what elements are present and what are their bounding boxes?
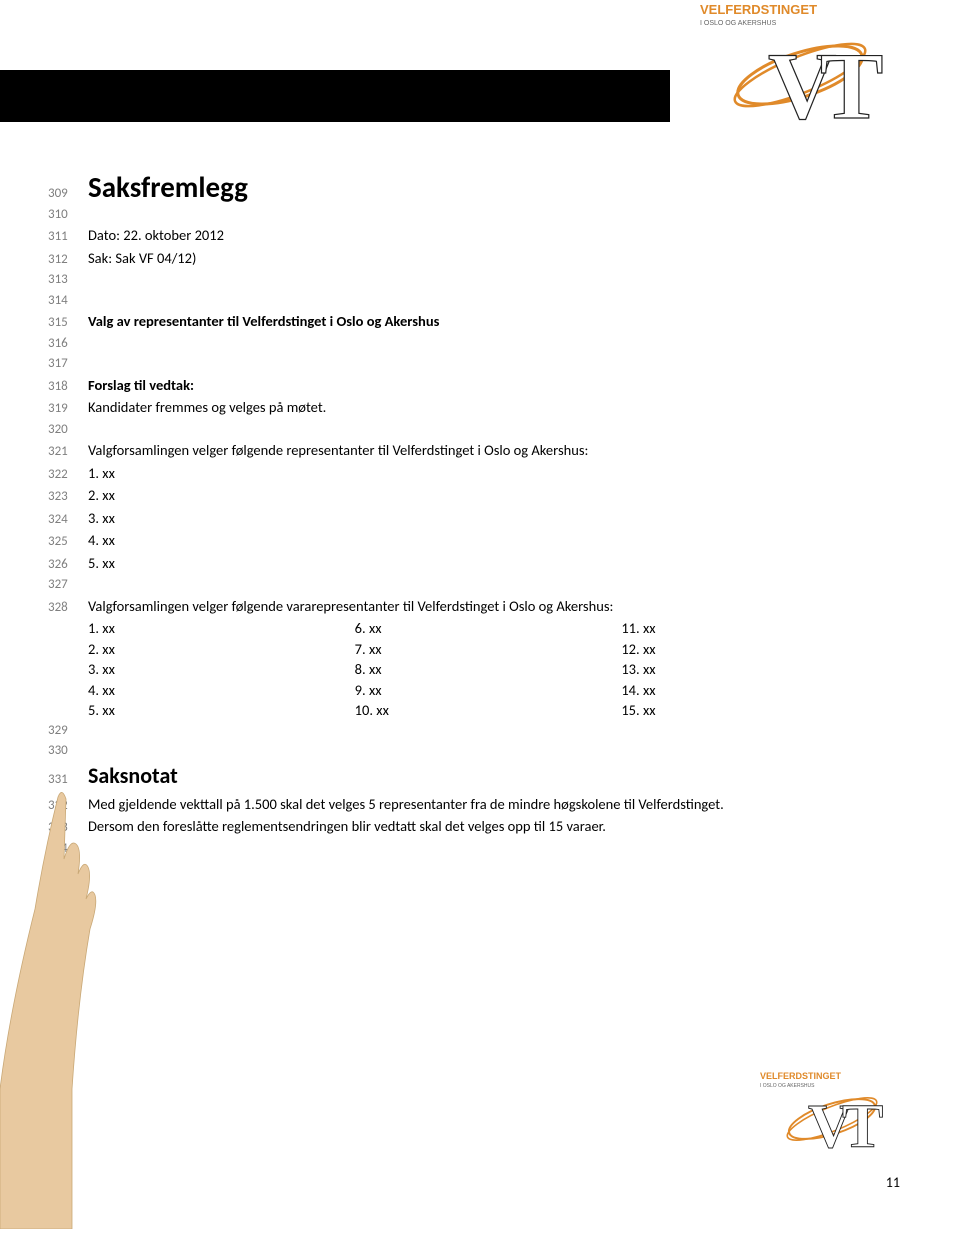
line-number: 324 xyxy=(48,510,88,531)
line-number: 323 xyxy=(48,487,88,508)
body-text: Valgforsamlingen velger følgende represe… xyxy=(88,440,888,461)
body-text: Dersom den foreslåtte reglementsendringe… xyxy=(88,816,888,837)
list-item: 11. xx xyxy=(621,618,888,639)
line-number: 313 xyxy=(48,270,88,291)
svg-text:I OSLO OG AKERSHUS: I OSLO OG AKERSHUS xyxy=(760,1083,815,1089)
brand-logo-bottom: VELFERDSTINGET I OSLO OG AKERSHUS V T xyxy=(760,1069,900,1159)
list-item: 14. xx xyxy=(621,680,888,701)
document-title: Saksfremlegg xyxy=(88,170,888,204)
list-item: 1. xx xyxy=(88,618,355,639)
line-number: 322 xyxy=(48,465,88,486)
line-number: 316 xyxy=(48,334,88,355)
line-number: 314 xyxy=(48,291,88,312)
list-item: 10. xx xyxy=(355,700,622,721)
list-item: 5. xx xyxy=(88,700,355,721)
list-item: 12. xx xyxy=(621,639,888,660)
body-text: Med gjeldende vekttall på 1.500 skal det… xyxy=(88,794,888,815)
list-item: 7. xx xyxy=(355,639,622,660)
line-number: 318 xyxy=(48,377,88,398)
brand-logo-top: VELFERDSTINGET I OSLO OG AKERSHUS V T xyxy=(700,0,900,140)
list-item: 8. xx xyxy=(355,659,622,680)
line-number: 310 xyxy=(48,205,88,226)
line-number: 325 xyxy=(48,532,88,553)
list-item: 15. xx xyxy=(621,700,888,721)
line-number: 320 xyxy=(48,420,88,441)
header-black-bar xyxy=(0,70,670,122)
list-item: 2. xx xyxy=(88,485,888,506)
line-number: 321 xyxy=(48,442,88,463)
line-number: 319 xyxy=(48,399,88,420)
saksnotat-heading: Saksnotat xyxy=(88,762,888,790)
line-number: 309 xyxy=(48,174,88,205)
line-number: 328 xyxy=(48,598,88,619)
list-item: 5. xx xyxy=(88,553,888,574)
line-number: 312 xyxy=(48,250,88,271)
page-number: 11 xyxy=(886,1174,900,1191)
line-number: 315 xyxy=(48,313,88,334)
body-text: Dato: 22. oktober 2012 xyxy=(88,225,888,246)
list-item: 4. xx xyxy=(88,680,355,701)
list-item: 3. xx xyxy=(88,659,355,680)
body-text: Sak: Sak VF 04/12) xyxy=(88,248,888,269)
line-number: 327 xyxy=(48,575,88,596)
brand-text: VELFERDSTINGET xyxy=(700,2,817,17)
body-text: Kandidater fremmes og velges på møtet. xyxy=(88,397,888,418)
list-item: 2. xx xyxy=(88,639,355,660)
list-item: 6. xx xyxy=(355,618,622,639)
svg-text:T: T xyxy=(820,33,883,139)
vara-columns: 1. xx 6. xx 11. xx xyxy=(88,618,888,639)
line-number: 329 xyxy=(48,721,88,742)
document-body: 309 Saksfremlegg 310 311Dato: 22. oktobe… xyxy=(48,170,888,1044)
line-number: 326 xyxy=(48,555,88,576)
list-item: 3. xx xyxy=(88,508,888,529)
svg-text:VELFERDSTINGET: VELFERDSTINGET xyxy=(760,1071,842,1081)
list-item: 1. xx xyxy=(88,463,888,484)
svg-text:T: T xyxy=(842,1093,883,1159)
list-item: 13. xx xyxy=(621,659,888,680)
line-number: 330 xyxy=(48,741,88,762)
line-number: 317 xyxy=(48,354,88,375)
raised-arm-figure xyxy=(0,789,130,1229)
list-item: 9. xx xyxy=(355,680,622,701)
line-number: 311 xyxy=(48,227,88,248)
proposal-heading: Forslag til vedtak: xyxy=(88,375,888,396)
body-text: Valgforsamlingen velger følgende vararep… xyxy=(88,596,888,617)
list-item: 4. xx xyxy=(88,530,888,551)
section-subject: Valg av representanter til Velferdstinge… xyxy=(88,311,888,332)
brand-subtext: I OSLO OG AKERSHUS xyxy=(700,20,777,27)
